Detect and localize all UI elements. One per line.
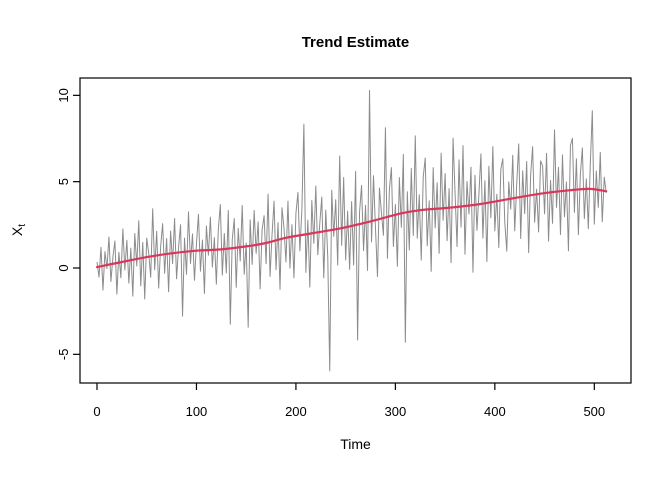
x-tick-label: 500 [583,404,605,419]
y-axis-title-main: X [9,226,25,236]
y-axis-title-subscript: t [17,224,28,227]
x-axis-title: Time [340,436,371,452]
x-tick-label: 0 [93,404,100,419]
x-tick-label: 400 [484,404,506,419]
trend-line [95,187,608,269]
series-group [95,89,608,372]
y-axis: -5 0 5 10 [56,88,80,360]
x-axis: 0 100 200 300 400 500 [93,383,605,419]
y-tick-label: -5 [56,349,71,361]
x-tick-label: 100 [186,404,208,419]
x-tick-label: 300 [385,404,407,419]
observed-series-line [96,89,607,372]
plot-box [79,77,632,384]
y-tick-label: 10 [56,88,71,102]
y-tick-label: 0 [56,264,71,271]
y-tick-label: 5 [56,178,71,185]
chart-title: Trend Estimate [302,34,410,51]
y-axis-title: Xt [9,224,28,236]
x-tick-label: 200 [285,404,307,419]
